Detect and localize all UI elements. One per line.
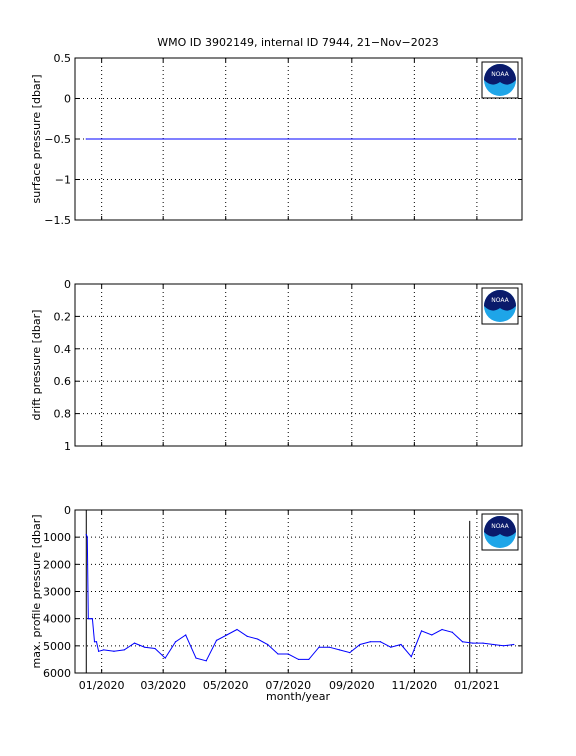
data-point [86, 536, 88, 538]
data-point [338, 649, 341, 651]
y-tick-label: 0.6 [54, 375, 72, 388]
y-tick-label: 5000 [43, 640, 71, 653]
data-point [420, 630, 423, 632]
data-point [410, 656, 412, 658]
data-point [482, 642, 484, 644]
data-point [154, 647, 156, 650]
y-tick-label: 2000 [43, 558, 71, 571]
data-point [95, 641, 98, 643]
x-tick-label: 11/2020 [391, 679, 437, 692]
x-tick-label: 05/2020 [203, 679, 249, 692]
plot-frame [74, 283, 523, 447]
logo-bird [484, 290, 516, 311]
data-point [328, 646, 330, 648]
y-tick-label: 1 [64, 440, 71, 453]
data-point [97, 650, 100, 652]
data-point [144, 646, 146, 648]
x-tick-label: 01/2021 [454, 679, 500, 692]
y-tick-label: 1000 [43, 531, 71, 544]
y-tick-label: −1 [55, 174, 71, 187]
data-point [195, 657, 197, 659]
data-point [85, 533, 87, 536]
x-tick-label: 07/2020 [265, 679, 311, 692]
data-point [431, 634, 433, 636]
data-point [226, 634, 228, 636]
data-point [215, 639, 218, 642]
logo-bird [484, 64, 516, 85]
data-point [515, 138, 517, 140]
data-point [502, 645, 505, 647]
y-tick-label: 0 [64, 278, 71, 291]
data-point [379, 641, 382, 643]
data-point [88, 618, 90, 620]
data-point [472, 642, 474, 644]
data-point [441, 628, 443, 631]
data-point [205, 660, 207, 662]
data-point [318, 646, 320, 648]
data-point [308, 658, 310, 661]
data-point [93, 641, 96, 643]
y-tick-label: 0.4 [54, 343, 72, 356]
noaa-logo: NOAA [481, 61, 519, 99]
x-tick-label: 03/2020 [140, 679, 186, 692]
panel-2: 0 0.2 0.4 0.6 0.8 1 drift pressure [dbar] NOAA [30, 278, 523, 453]
x-tick-label: 09/2020 [329, 679, 375, 692]
data-point [277, 653, 279, 655]
data-point [185, 634, 187, 636]
data-point [287, 653, 289, 655]
data-point [297, 658, 300, 661]
y-tick-label: 0.5 [54, 52, 72, 65]
data-point [513, 643, 515, 646]
data-point [89, 618, 91, 620]
y-tick-label: 0.8 [54, 408, 72, 421]
data-point [85, 138, 87, 140]
data-point [103, 649, 105, 651]
data-point [349, 652, 351, 654]
data-point [87, 618, 89, 620]
data-point [359, 643, 361, 646]
y-tick-label: −1.5 [44, 214, 71, 227]
y-tick-label: 0 [64, 504, 71, 517]
y-tick-label: 6000 [43, 667, 71, 680]
data-point [461, 641, 464, 643]
y-axis-label: drift pressure [dbar] [30, 310, 43, 421]
data-point [236, 628, 238, 631]
data-point [267, 643, 269, 646]
data-point [369, 641, 371, 643]
data-point [256, 638, 259, 640]
logo-text: NOAA [491, 523, 509, 530]
data-point [123, 649, 125, 651]
y-tick-label: −0.5 [44, 133, 71, 146]
y-axis-label: max. profile pressure [dbar] [30, 514, 43, 668]
data-point [390, 646, 392, 648]
noaa-logo: NOAA [481, 513, 519, 551]
logo-text: NOAA [491, 71, 509, 78]
y-tick-label: 0 [64, 93, 71, 106]
y-axis-label: surface pressure [dbar] [30, 75, 43, 204]
series-line [85, 534, 514, 662]
logo-text: NOAA [491, 297, 509, 304]
data-point [113, 650, 115, 652]
data-point [451, 631, 453, 633]
data-point [492, 643, 494, 646]
y-tick-label: 3000 [43, 586, 71, 599]
data-point [133, 642, 136, 644]
y-tick-label: 4000 [43, 613, 71, 626]
noaa-logo: NOAA [481, 287, 519, 325]
logo-bird [484, 516, 516, 537]
plot-frame [74, 509, 523, 674]
data-point [400, 643, 402, 646]
data-point [164, 657, 166, 659]
x-tick-label: 01/2020 [79, 679, 125, 692]
data-point [91, 618, 94, 620]
chart-title: WMO ID 3902149, internal ID 7944, 21−Nov… [157, 36, 439, 49]
y-tick-label: 0.2 [54, 310, 72, 323]
x-axis-label: month/year [266, 690, 330, 703]
data-point [246, 635, 248, 637]
data-point [174, 641, 177, 643]
